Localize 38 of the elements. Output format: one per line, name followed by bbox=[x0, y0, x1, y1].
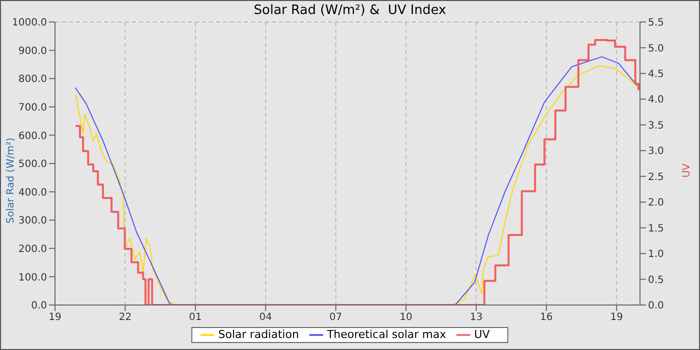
y-tick-label: 900.0 bbox=[18, 46, 47, 57]
y-tick-label: 300.0 bbox=[18, 216, 47, 227]
y2-tick-label: 4.0 bbox=[648, 94, 664, 106]
y2-axis-title: UV bbox=[682, 163, 693, 178]
x-tick-label: 07 bbox=[329, 312, 342, 324]
x-tick-label: 10 bbox=[400, 312, 412, 324]
y2-tick-label: 4.5 bbox=[648, 69, 664, 80]
y-tick-label: 700.0 bbox=[18, 102, 47, 114]
x-tick-label: 19 bbox=[48, 312, 62, 324]
y2-tick-label: 2.0 bbox=[648, 198, 664, 209]
x-tick-label: 22 bbox=[118, 312, 132, 324]
x-tick-label: 19 bbox=[610, 312, 623, 324]
y-tick-label: 600.0 bbox=[18, 130, 47, 142]
y-tick-label: 200.0 bbox=[18, 244, 47, 255]
x-tick-label: 16 bbox=[540, 312, 553, 324]
x-tick-label: 04 bbox=[259, 312, 272, 324]
chart-title: Solar Rad (W/m²) & UV Index bbox=[252, 3, 448, 18]
y-tick-label: 1000.0 bbox=[12, 18, 47, 29]
y2-tick-label: 5.0 bbox=[648, 43, 664, 54]
y2-tick-label: 3.0 bbox=[648, 146, 664, 158]
y-tick-label: 100.0 bbox=[18, 272, 47, 284]
y2-tick-label: 3.5 bbox=[648, 120, 664, 132]
legend-label: Theoretical solar max bbox=[326, 328, 446, 342]
legend-label: Solar radiation bbox=[218, 328, 299, 342]
y2-tick-label: 5.5 bbox=[648, 18, 664, 29]
x-tick-label: 01 bbox=[189, 312, 202, 324]
y-axis-title: Solar Rad (W/m²) bbox=[6, 138, 17, 224]
x-tick-label: 13 bbox=[470, 312, 483, 324]
y2-tick-label: 0.0 bbox=[648, 300, 664, 312]
y2-tick-label: 2.5 bbox=[648, 172, 664, 183]
y2-tick-label: 0.5 bbox=[648, 274, 664, 286]
y-tick-label: 500.0 bbox=[18, 159, 47, 170]
y-tick-label: 0.0 bbox=[31, 300, 47, 312]
legend-label: UV bbox=[474, 328, 490, 342]
y-tick-label: 800.0 bbox=[18, 74, 47, 86]
y2-tick-label: 1.0 bbox=[648, 249, 664, 260]
y-tick-label: 400.0 bbox=[18, 187, 47, 198]
y2-tick-label: 1.5 bbox=[648, 223, 664, 234]
